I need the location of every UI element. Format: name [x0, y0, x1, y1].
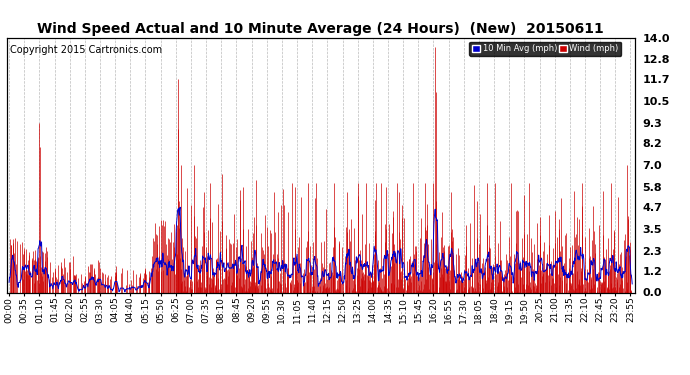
Title: Wind Speed Actual and 10 Minute Average (24 Hours)  (New)  20150611: Wind Speed Actual and 10 Minute Average … [37, 22, 604, 36]
Legend: 10 Min Avg (mph), Wind (mph): 10 Min Avg (mph), Wind (mph) [469, 42, 621, 56]
Text: Copyright 2015 Cartronics.com: Copyright 2015 Cartronics.com [10, 45, 162, 55]
